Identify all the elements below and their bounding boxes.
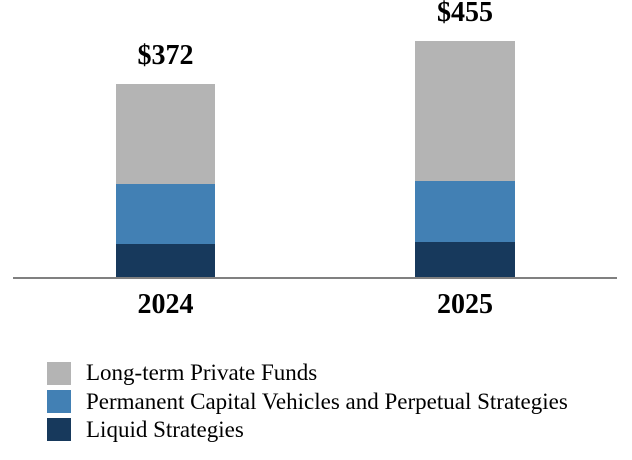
segment-long-term-private-funds-2025 bbox=[415, 40, 515, 182]
segment-liquid-strategies-2024 bbox=[116, 243, 215, 277]
x-axis-label-2025: 2025 bbox=[437, 289, 493, 320]
segment-liquid-strategies-2025 bbox=[415, 242, 515, 277]
legend-swatch-permanent-capital-vehicles bbox=[47, 390, 71, 414]
x-axis-line bbox=[13, 277, 617, 279]
bar-2024 bbox=[116, 84, 215, 277]
bar-total-label-2025: $455 bbox=[437, 0, 493, 28]
legend-label: Permanent Capital Vehicles and Perpetual… bbox=[86, 388, 568, 414]
legend-item-long-term-private-funds: Long-term Private Funds bbox=[47, 359, 568, 387]
legend-label: Liquid Strategies bbox=[86, 416, 244, 442]
bar-total-label-2024: $372 bbox=[137, 40, 194, 71]
legend-item-permanent-capital-vehicles: Permanent Capital Vehicles and Perpetual… bbox=[47, 387, 568, 415]
segment-permanent-capital-vehicles-and-perpetual-strategies-2025 bbox=[415, 181, 515, 243]
legend: Long-term Private Funds Permanent Capita… bbox=[47, 359, 568, 444]
legend-item-liquid-strategies: Liquid Strategies bbox=[47, 416, 568, 444]
legend-swatch-liquid-strategies bbox=[47, 418, 71, 442]
bar-2025 bbox=[415, 40, 515, 277]
legend-swatch-long-term-private-funds bbox=[47, 361, 71, 385]
segment-permanent-capital-vehicles-and-perpetual-strategies-2024 bbox=[116, 183, 215, 244]
x-axis-label-2024: 2024 bbox=[137, 289, 194, 320]
segment-long-term-private-funds-2024 bbox=[116, 84, 215, 184]
legend-label: Long-term Private Funds bbox=[86, 360, 318, 386]
